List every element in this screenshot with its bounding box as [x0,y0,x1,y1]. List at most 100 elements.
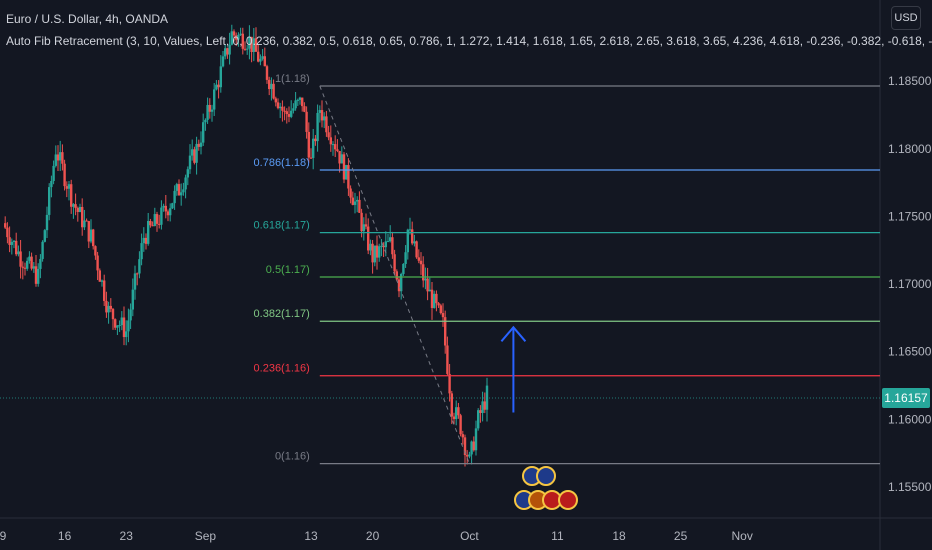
candle-body [391,237,394,255]
candle-body [356,199,359,202]
candle-body [138,259,141,274]
candle-body [61,152,64,164]
candle-body [109,305,112,309]
candle-body [180,192,183,196]
candle-body [272,83,275,99]
candle-body [342,154,346,180]
candle-body [193,149,196,163]
candle-body [19,251,22,267]
candle-body [316,112,319,142]
candle-body [96,255,99,271]
candle-body [171,203,174,209]
price-axis[interactable]: 1.18500 1.18000 1.17500 1.17000 1.16500 1.160… [882,74,932,494]
candle-body [329,137,332,145]
candle-body [204,119,207,123]
candle-body [331,144,335,146]
candle-body [224,48,227,57]
candle-body [402,263,405,274]
candle-body [118,325,121,327]
candle-body [105,300,108,313]
candle-body [151,225,154,227]
candle-body [250,36,253,53]
candle-body [444,317,447,346]
candle-body [338,151,341,164]
symbol-title[interactable]: Euro / U.S. Dollar, 4h, OANDA [6,12,169,26]
candle-body [254,38,258,52]
candle-body [26,260,29,269]
candle-body [463,437,467,456]
candle-body [252,38,255,53]
candle-body [424,278,427,281]
time-tick-label: 13 [304,529,318,543]
candle-body [87,221,90,242]
candle-body [426,278,429,292]
candle-body [184,177,187,190]
candle-body [276,102,280,109]
candle-body [197,143,200,147]
candle-body [219,66,222,88]
candle-body [230,31,233,45]
candle-body [226,48,229,55]
fib-retracement[interactable]: 1(1.18) 0.786(1.18) 0.618(1.17) 0.5(1.17) 0.… [254,73,880,465]
candle-body [430,289,434,308]
candle-body [12,240,16,242]
candle-body [455,407,458,420]
candle-body [169,208,172,216]
candle-body [380,245,383,247]
time-tick-label: Nov [732,529,753,543]
candle-body [422,264,425,281]
candle-body [175,184,178,191]
candle-body [147,220,150,244]
candle-body [59,152,62,161]
candle-body [485,385,489,410]
candle-body [221,56,225,67]
candle-body [199,142,203,147]
economic-event-icon [558,490,578,510]
candle-body [419,260,423,265]
candle-body [303,106,306,112]
candle-body [461,434,464,438]
candle-body [334,144,337,150]
fib-level-5-label: 0(1.16) [275,451,310,463]
candle-body [441,313,445,318]
candle-body [386,241,390,243]
price-tick-label: 1.17000 [888,277,932,291]
candle-body [173,190,176,204]
candle-body [305,111,308,132]
time-axis[interactable]: 9 16 23 Sep 13 20 Oct 11 18 25 Nov [0,529,753,543]
candle-body [404,252,407,264]
candle-body [120,317,123,326]
candle-body [265,66,269,80]
candle-body [353,201,357,205]
price-tick-label: 1.18500 [888,74,932,88]
candle-body [78,206,82,212]
currency-button[interactable]: USD [891,6,921,30]
candle-body [290,110,293,117]
candle-body [237,34,240,40]
candle-body [411,229,414,244]
candle-body [246,48,249,50]
fib-level-4-label: 0.236(1.16) [254,363,310,375]
candle-body [408,229,412,231]
candle-body [395,271,398,280]
candle-body [81,206,84,228]
up-arrow-head [500,325,527,342]
candle-body [239,33,242,35]
candle-body [140,243,143,260]
candle-body [67,184,71,189]
candle-body [131,289,134,310]
candle-body [111,308,115,320]
candle-body [373,245,376,263]
candle-body [481,401,484,413]
candle-body [270,83,273,90]
price-tick-label: 1.15500 [888,480,932,494]
last-price-badge [882,388,930,409]
candle-body [48,187,51,215]
candle-body [243,48,247,50]
indicator-title[interactable]: Auto Fib Retracement (3, 10, Values, Lef… [6,34,932,48]
candle-body [127,320,130,332]
fib-level-0-label: 0.786(1.18) [254,157,310,169]
candle-body [202,122,205,143]
candle-body [191,149,194,156]
